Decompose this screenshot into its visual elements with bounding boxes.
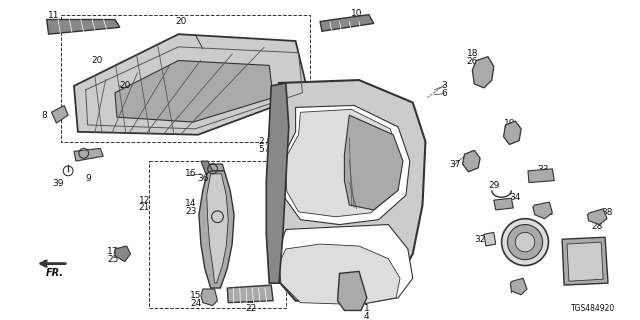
Text: 27: 27	[504, 126, 515, 135]
Text: 1: 1	[364, 304, 370, 313]
Polygon shape	[344, 115, 403, 210]
Polygon shape	[533, 202, 552, 219]
Circle shape	[212, 211, 223, 223]
Text: 17: 17	[108, 247, 119, 256]
Polygon shape	[279, 244, 400, 305]
Polygon shape	[207, 174, 228, 283]
Text: 20: 20	[175, 17, 187, 26]
Text: 24: 24	[190, 299, 202, 308]
Polygon shape	[115, 60, 273, 122]
Text: 34: 34	[509, 193, 521, 202]
Polygon shape	[227, 285, 273, 303]
Polygon shape	[562, 237, 608, 285]
Text: 2: 2	[259, 137, 264, 146]
Text: FR.: FR.	[45, 268, 63, 278]
Text: 7: 7	[509, 286, 514, 295]
Text: 37: 37	[449, 160, 461, 169]
Text: 8: 8	[42, 111, 47, 120]
Polygon shape	[463, 150, 480, 172]
Text: 4: 4	[364, 312, 370, 320]
Text: 5: 5	[259, 145, 264, 154]
Polygon shape	[510, 278, 527, 295]
Polygon shape	[276, 225, 413, 305]
Text: 9: 9	[86, 174, 92, 183]
Circle shape	[508, 225, 543, 260]
Text: 22: 22	[245, 304, 256, 313]
Text: 16: 16	[186, 169, 197, 178]
Text: 39: 39	[52, 179, 64, 188]
Text: 35: 35	[494, 203, 506, 212]
Text: 36: 36	[197, 174, 209, 183]
Text: 30: 30	[513, 245, 525, 254]
Polygon shape	[199, 171, 234, 288]
Polygon shape	[320, 15, 374, 31]
Text: 12: 12	[139, 196, 150, 205]
Text: 19: 19	[504, 118, 515, 127]
Polygon shape	[472, 57, 494, 88]
Text: 11: 11	[48, 11, 60, 20]
Text: 20: 20	[92, 56, 103, 65]
Polygon shape	[528, 169, 554, 183]
Text: 3: 3	[441, 81, 447, 91]
Polygon shape	[74, 34, 308, 135]
Text: 21: 21	[139, 204, 150, 212]
Polygon shape	[588, 209, 607, 225]
Text: 18: 18	[467, 49, 478, 58]
Polygon shape	[285, 109, 400, 217]
Text: 15: 15	[190, 291, 202, 300]
Polygon shape	[203, 164, 225, 171]
Text: 6: 6	[441, 89, 447, 98]
Text: 38: 38	[602, 208, 612, 217]
Text: 29: 29	[488, 181, 499, 190]
Polygon shape	[281, 106, 410, 225]
Text: 33: 33	[537, 165, 548, 174]
Text: 31: 31	[543, 208, 554, 217]
Circle shape	[502, 219, 548, 266]
Text: 25: 25	[108, 255, 118, 264]
Polygon shape	[266, 83, 289, 283]
Text: 23: 23	[186, 207, 197, 216]
Polygon shape	[51, 106, 68, 123]
Text: 13: 13	[245, 296, 257, 305]
Text: 26: 26	[467, 57, 478, 66]
Text: 20: 20	[119, 81, 131, 91]
Polygon shape	[47, 20, 120, 34]
Polygon shape	[201, 161, 212, 174]
Text: 32: 32	[474, 235, 486, 244]
Text: 28: 28	[591, 222, 603, 231]
Polygon shape	[271, 80, 426, 303]
Polygon shape	[494, 198, 513, 210]
Text: 10: 10	[351, 9, 363, 18]
Circle shape	[515, 232, 535, 252]
Polygon shape	[484, 232, 496, 246]
Polygon shape	[115, 246, 131, 262]
Polygon shape	[74, 148, 103, 161]
Polygon shape	[567, 242, 603, 281]
Polygon shape	[337, 271, 367, 310]
Text: TGS484920: TGS484920	[572, 304, 616, 313]
Text: 14: 14	[186, 199, 197, 208]
Polygon shape	[504, 121, 521, 145]
Polygon shape	[201, 289, 218, 306]
